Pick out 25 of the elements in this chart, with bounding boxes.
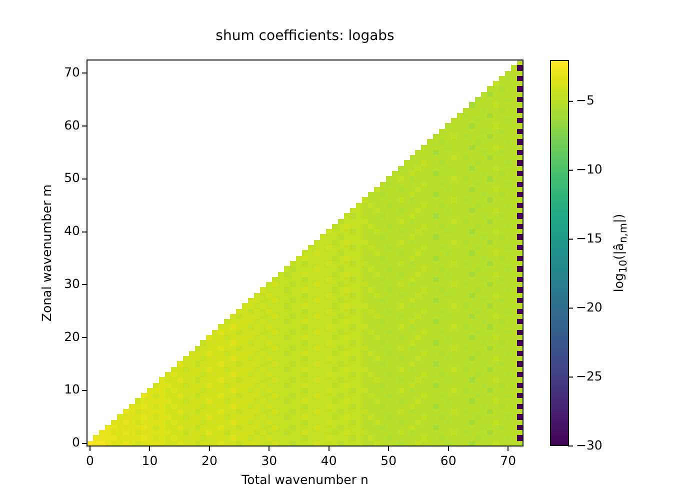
color-bar-label: −10 [576, 162, 602, 177]
color-bar-label: −5 [576, 92, 594, 108]
color-bar-label: −30 [576, 437, 602, 452]
y-tick-label: 60 [64, 117, 80, 132]
x-tick-label: 70 [500, 452, 516, 468]
x-axis-title: Total wavenumber n [240, 472, 368, 487]
y-tick-label: 70 [64, 64, 80, 80]
x-tick-label: 0 [86, 452, 94, 468]
x-tick-label: 50 [380, 452, 397, 468]
x-tick-label: 20 [201, 452, 218, 468]
y-tick-label: 20 [64, 328, 80, 344]
color-bar-label: −15 [576, 230, 602, 246]
y-tick-label: 50 [64, 170, 80, 186]
x-tick-label: 10 [142, 452, 158, 468]
chart-title: shum coefficients: logabs [216, 28, 394, 44]
color-bar-label: −25 [576, 368, 602, 384]
x-tick-label: 40 [320, 452, 337, 468]
color-bar-label: −20 [576, 299, 602, 314]
x-tick-label: 30 [261, 452, 278, 468]
x-tick-label: 60 [440, 452, 456, 468]
y-tick-label: 40 [64, 223, 80, 238]
y-tick-label: 10 [64, 382, 80, 397]
y-tick-label: 0 [72, 434, 80, 450]
y-axis-title: Zonal wavenumber m [38, 184, 54, 322]
y-tick-label: 30 [64, 276, 80, 291]
